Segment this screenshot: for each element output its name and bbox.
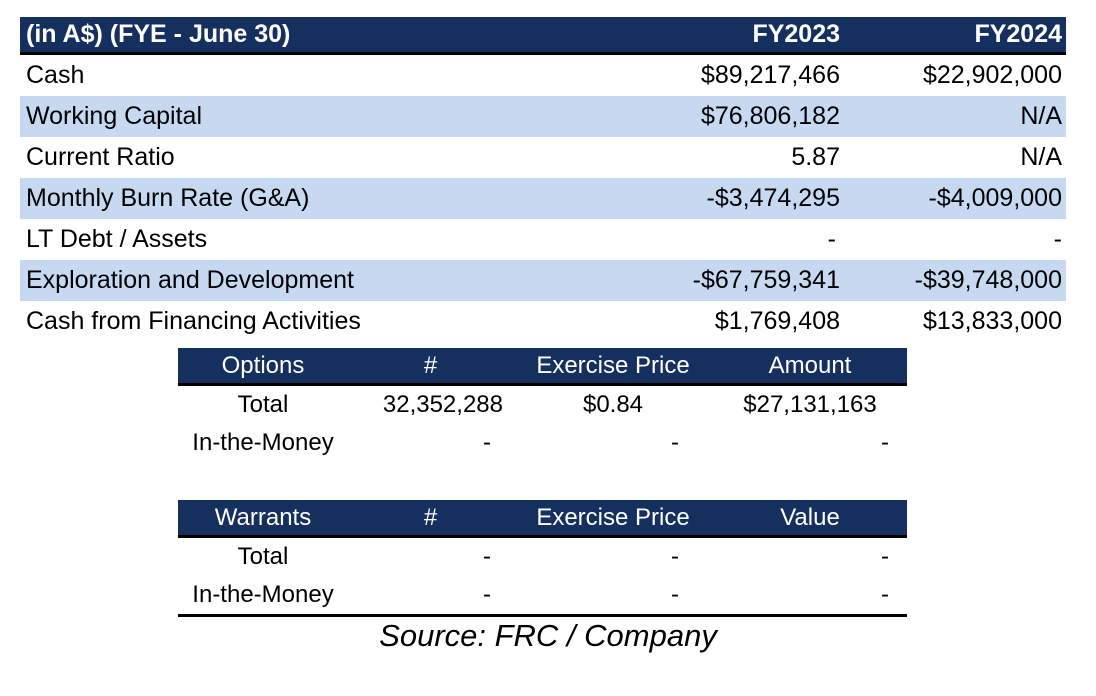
header-fy2024: FY2024 [974, 20, 1062, 48]
options-header-count: # [423, 351, 438, 379]
options-row-count: 32,352,288 [382, 391, 503, 418]
warrants-header-price: Exercise Price [536, 503, 690, 531]
header-fy2023: FY2023 [752, 20, 840, 48]
row-fy2024: -$39,748,000 [914, 266, 1062, 294]
options-row-amount: $27,131,163 [743, 391, 877, 418]
row-label: Monthly Burn Rate (G&A) [26, 184, 310, 212]
warrants-header-value: Value [780, 503, 840, 531]
table-row: Total 32,352,288 $0.84 $27,131,163 [178, 386, 907, 424]
warrants-table: Warrants # Exercise Price Value Total - … [178, 500, 907, 617]
row-fy2023: 5.87 [791, 143, 840, 171]
row-fy2024: $13,833,000 [922, 307, 1062, 335]
row-label: Cash [26, 61, 85, 89]
options-row-name: Total [237, 391, 289, 418]
row-fy2023: $89,217,466 [700, 61, 840, 89]
row-fy2024: $22,902,000 [922, 61, 1062, 89]
warrants-row-name: Total [237, 543, 289, 570]
row-fy2023: -$67,759,341 [692, 266, 840, 294]
source-caption: Source: FRC / Company [379, 618, 717, 653]
warrants-row-price: - [671, 581, 679, 608]
table-row: Exploration and Development -$67,759,341… [20, 260, 1066, 301]
options-header: Options # Exercise Price Amount [178, 348, 907, 386]
warrants-header-name: Warrants [214, 503, 312, 531]
options-header-name: Options [221, 351, 305, 379]
table-row: Cash $89,217,466 $22,902,000 [20, 55, 1066, 96]
options-row-count: - [483, 429, 491, 456]
row-fy2024: N/A [1020, 102, 1062, 130]
options-header-price: Exercise Price [536, 351, 690, 379]
row-label: Exploration and Development [26, 266, 354, 294]
table-row: Working Capital $76,806,182 N/A [20, 96, 1066, 137]
table-header: (in A$) (FYE - June 30) FY2023 FY2024 [20, 17, 1066, 55]
row-fy2023: - [827, 225, 836, 253]
warrants-row-name: In-the-Money [192, 581, 334, 608]
table-row: Cash from Financing Activities $1,769,40… [20, 301, 1066, 342]
row-fy2023: -$3,474,295 [706, 184, 840, 212]
row-fy2024: - [1053, 225, 1062, 253]
table-row: LT Debt / Assets - - [20, 219, 1066, 260]
options-row-price: - [671, 429, 679, 456]
row-label: Cash from Financing Activities [26, 307, 361, 335]
options-row-amount: - [881, 429, 889, 456]
table-row: In-the-Money - - - [178, 424, 907, 462]
warrants-row-count: - [483, 543, 491, 570]
header-label: (in A$) (FYE - June 30) [26, 20, 291, 48]
table-row: Monthly Burn Rate (G&A) -$3,474,295 -$4,… [20, 178, 1066, 219]
options-row-name: In-the-Money [192, 429, 334, 456]
row-label: Current Ratio [26, 143, 175, 171]
table-row: In-the-Money - - - [178, 576, 907, 617]
table-row: Total - - - [178, 538, 907, 576]
warrants-row-value: - [881, 581, 889, 608]
row-fy2024: -$4,009,000 [928, 184, 1062, 212]
table-row: Current Ratio 5.87 N/A [20, 137, 1066, 178]
row-label: Working Capital [26, 102, 203, 130]
options-header-amount: Amount [768, 351, 852, 379]
warrants-header: Warrants # Exercise Price Value [178, 500, 907, 538]
row-label: LT Debt / Assets [26, 225, 208, 253]
warrants-row-value: - [881, 543, 889, 570]
row-fy2023: $76,806,182 [700, 102, 840, 130]
warrants-row-count: - [483, 581, 491, 608]
row-fy2024: N/A [1020, 143, 1062, 171]
row-fy2023: $1,769,408 [714, 307, 840, 335]
options-table: Options # Exercise Price Amount Total 32… [178, 348, 907, 462]
warrants-row-price: - [671, 543, 679, 570]
financial-summary-table: (in A$) (FYE - June 30) FY2023 FY2024 Ca… [20, 17, 1066, 342]
warrants-header-count: # [423, 503, 438, 531]
options-row-price: $0.84 [582, 391, 644, 418]
